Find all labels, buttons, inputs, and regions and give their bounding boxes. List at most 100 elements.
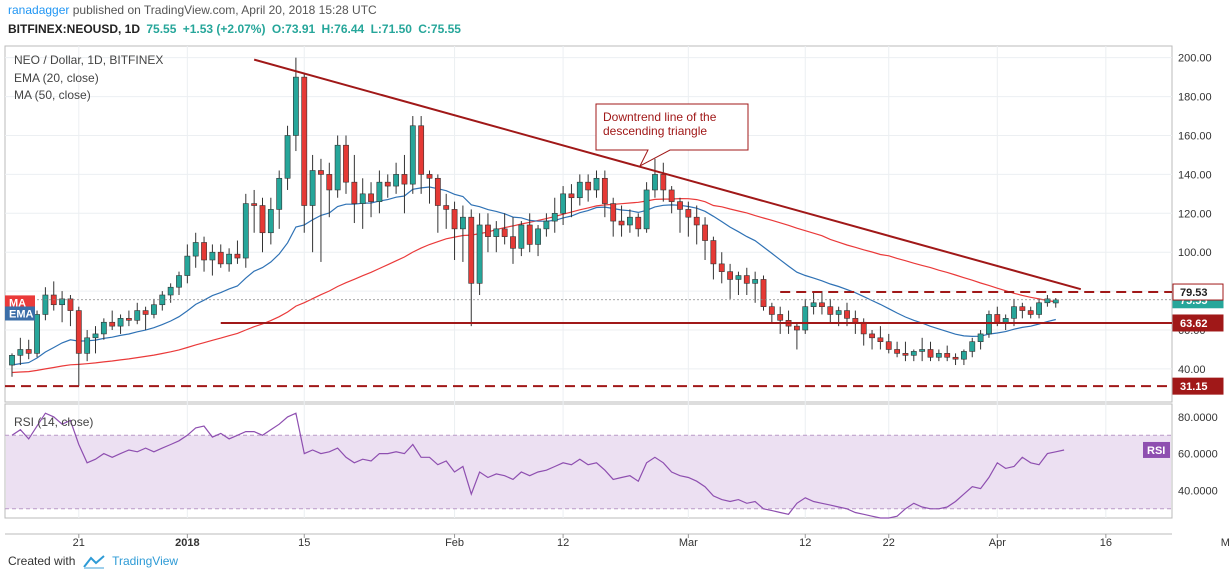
rsi-tick-label: 80.0000 [1178,412,1218,424]
ema-tag-label: EMA [9,308,34,320]
price-change: +1.53 (+2.07%) [182,22,266,36]
candle-body [100,321,107,335]
support-price-label: 63.62 [1180,318,1208,330]
candle-body [735,275,742,280]
candle-body [1011,306,1017,319]
symbol-label: BITFINEX:NEOUSD, 1D [8,22,141,36]
candle-body [660,174,667,191]
candle-body [209,251,216,261]
candle-body [1052,299,1059,304]
high-value: H:76.44 [321,22,365,36]
candle-body [443,205,450,210]
candle-body [234,253,241,259]
candle-body [67,298,74,311]
candle-body [885,341,892,350]
ema-tag [5,306,35,321]
candle-body [151,304,157,315]
candle-body [727,271,733,280]
ma-legend: MA (50, close) [14,88,91,102]
candle-body [184,255,191,276]
candle-body [827,306,834,315]
candle-body [551,213,558,222]
candle-body [844,310,850,319]
candle-body [935,353,942,358]
candle-body [819,302,825,307]
candle-body [259,205,266,234]
candle-body [242,203,249,259]
candle-body [994,314,1001,323]
candle-body [693,216,700,226]
tradingview-logo-icon [82,555,105,569]
candle-body [42,294,49,315]
candle-body [126,318,132,321]
ma-tag-label: MA [9,297,26,309]
candle-body [318,170,324,175]
candle-body [560,193,566,214]
candle-body [977,333,984,342]
candle-body [601,177,608,204]
resistance-price-label: 79.53 [1180,287,1208,299]
x-tick-label: 15 [298,537,310,549]
candle-body [510,236,516,249]
candle-body [359,193,366,204]
tradingview-link[interactable]: TradingView [112,554,179,568]
candle-body [426,174,433,179]
x-tick-label: 12 [799,537,811,549]
candle-body [685,209,692,218]
candle-body [1027,310,1034,315]
candle-body [75,310,82,354]
candle-body [1036,302,1042,315]
candle-body [368,193,374,202]
ohlc-header: BITFINEX:NEOUSD, 1D 75.55 +1.53 (+2.07%)… [8,22,464,36]
candle-body [117,318,124,327]
candle-body [635,216,642,230]
candle-body [944,353,951,358]
publish-info: ranadagger published on TradingView.com,… [8,3,377,17]
candle-body [626,216,633,226]
ema-20-line [11,186,1056,366]
footer: Created with TradingView [8,554,178,569]
x-tick-label: Apr [989,537,1006,549]
ema-legend: EMA (20, close) [14,71,99,85]
candle-body [501,228,508,237]
candle-body [618,220,625,226]
candle-body [702,224,708,241]
candle-body [1044,298,1051,304]
candle-body [309,170,316,206]
candle-body [34,314,40,354]
candle-body [743,275,750,284]
candle-body [952,356,959,360]
candle-body [109,321,116,327]
open-value: O:73.91 [271,22,316,36]
rsi-badge-label: RSI [1147,445,1165,457]
candle-body [409,125,416,185]
candle-body [192,242,199,257]
candle-body [334,144,341,191]
annotation-text: descending triangle [603,124,707,138]
author-link[interactable]: ranadagger [8,3,70,17]
candle-body [17,349,24,356]
created-with-text: Created with [8,554,76,568]
annotation-callout [595,103,749,168]
chart-title: NEO / Dollar, 1D, BITFINEX [14,53,164,67]
candle-body [251,203,258,206]
candle-body [643,189,650,230]
y-tick-label: 40.00 [1178,364,1206,376]
x-tick-label: Mar [679,537,698,549]
candle-body [585,181,592,191]
y-tick-label: 120.00 [1178,208,1212,220]
candle-body [167,286,174,296]
candle-body [292,76,299,136]
rsi-tick-label: 60.0000 [1178,449,1218,461]
candle-body [326,174,333,191]
candle-body [1019,306,1026,311]
candle-body [418,125,425,175]
candle-body [476,224,483,284]
candle-body [919,349,926,352]
candle-body [376,181,383,202]
y-tick-label: 180.00 [1178,92,1212,104]
x-tick-label: May [1221,537,1230,549]
low-value: L:71.50 [370,22,412,36]
candle-body [518,224,525,249]
